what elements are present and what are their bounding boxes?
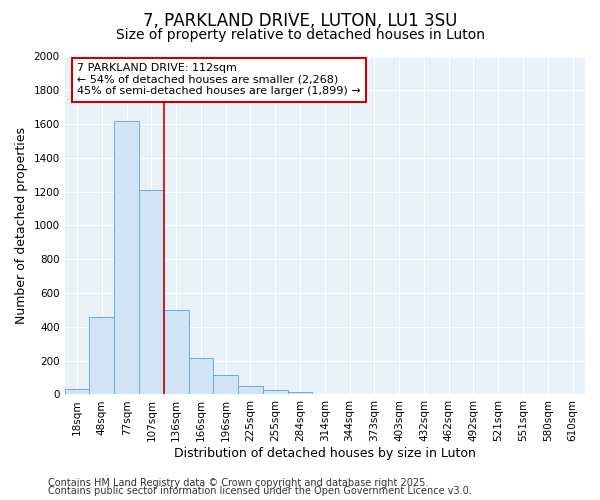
Text: Size of property relative to detached houses in Luton: Size of property relative to detached ho… bbox=[115, 28, 485, 42]
Bar bbox=[65, 390, 89, 394]
Bar bbox=[238, 386, 263, 394]
Bar bbox=[114, 120, 139, 394]
Bar bbox=[89, 316, 114, 394]
Text: 7 PARKLAND DRIVE: 112sqm
← 54% of detached houses are smaller (2,268)
45% of sem: 7 PARKLAND DRIVE: 112sqm ← 54% of detach… bbox=[77, 64, 361, 96]
Bar bbox=[188, 358, 214, 395]
Bar bbox=[139, 190, 164, 394]
Text: 7, PARKLAND DRIVE, LUTON, LU1 3SU: 7, PARKLAND DRIVE, LUTON, LU1 3SU bbox=[143, 12, 457, 30]
Bar bbox=[263, 390, 287, 394]
Bar bbox=[164, 310, 188, 394]
Bar bbox=[287, 392, 313, 394]
X-axis label: Distribution of detached houses by size in Luton: Distribution of detached houses by size … bbox=[174, 447, 476, 460]
Text: Contains public sector information licensed under the Open Government Licence v3: Contains public sector information licen… bbox=[48, 486, 472, 496]
Text: Contains HM Land Registry data © Crown copyright and database right 2025.: Contains HM Land Registry data © Crown c… bbox=[48, 478, 428, 488]
Bar bbox=[214, 375, 238, 394]
Y-axis label: Number of detached properties: Number of detached properties bbox=[15, 127, 28, 324]
